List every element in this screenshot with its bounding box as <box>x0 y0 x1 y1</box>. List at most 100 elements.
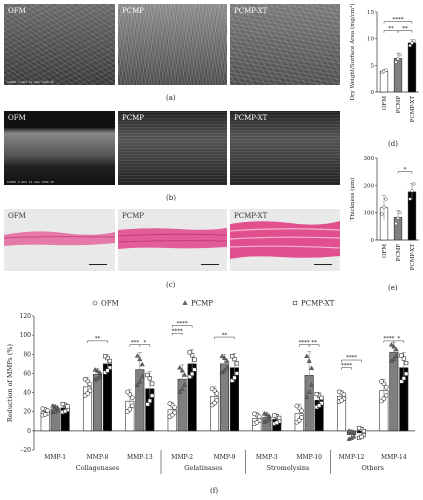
significance-bracket <box>171 332 183 336</box>
data-point <box>94 375 101 381</box>
data-point <box>266 416 272 422</box>
legend-marker <box>92 300 98 306</box>
data-point <box>179 386 185 392</box>
bar <box>92 374 103 432</box>
data-point <box>410 41 414 45</box>
group-label: Collagenases <box>76 464 120 472</box>
sem-footer: S3000 5.0kV 12.2mm x500 SE <box>7 80 54 84</box>
x-tick-label: OFM <box>382 96 388 110</box>
data-point <box>277 415 282 421</box>
group-label: Stromelysins <box>267 464 310 472</box>
data-point <box>187 350 192 355</box>
data-point <box>294 403 300 409</box>
data-point <box>45 408 50 413</box>
data-point <box>272 413 277 418</box>
data-point <box>232 356 237 362</box>
scale-bar <box>89 263 107 265</box>
data-point <box>261 410 267 416</box>
data-point <box>65 404 70 409</box>
data-point <box>383 392 389 398</box>
data-point <box>383 384 389 390</box>
data-point <box>85 391 90 396</box>
data-point <box>396 57 400 61</box>
sem-cross-section-pcmp-xt: PCMP-XT <box>230 111 340 185</box>
image-label: PCMP-XT <box>234 212 268 220</box>
significance-label: **** <box>177 321 188 327</box>
significance-bracket <box>171 325 193 328</box>
data-point <box>408 43 412 48</box>
y-tick-label: 120 <box>20 313 32 320</box>
significance-bracket <box>308 344 320 347</box>
data-point <box>401 356 406 361</box>
y-tick-label: 100 <box>364 211 375 217</box>
y-axis-label: Thickness (μm) <box>349 178 356 221</box>
y-tick-label: 20 <box>23 409 31 416</box>
data-point <box>229 378 235 383</box>
image-label: OFM <box>8 7 26 15</box>
y-tick-label: 60 <box>23 370 31 377</box>
data-point <box>266 413 272 418</box>
data-point <box>391 356 397 361</box>
x-tick-label: OFM <box>382 244 388 258</box>
data-point <box>219 353 225 358</box>
data-point <box>52 408 58 414</box>
significance-label: **** <box>383 336 394 342</box>
data-point <box>147 376 152 381</box>
significance-bracket <box>341 367 352 370</box>
data-point <box>107 365 112 370</box>
data-point <box>105 368 110 373</box>
x-tick-label: MMP-12 <box>339 454 365 461</box>
image-label: OFM <box>8 212 26 220</box>
data-point <box>319 401 324 406</box>
data-point <box>319 395 324 401</box>
data-point <box>396 216 400 220</box>
data-point <box>304 394 310 399</box>
panel-caption: (d) <box>388 140 398 148</box>
data-point <box>384 68 388 72</box>
data-point <box>177 389 183 394</box>
data-point <box>346 428 352 433</box>
significance-label: **** <box>346 355 357 361</box>
x-tick-label: MMP-13 <box>127 454 153 461</box>
data-point <box>384 197 388 201</box>
x-tick-label: MMP-14 <box>381 454 407 461</box>
group-label: Others <box>361 464 383 472</box>
data-point <box>190 371 195 377</box>
data-point <box>274 420 279 425</box>
significance-label: ** <box>388 26 394 32</box>
histology-ofm: OFM <box>4 209 115 271</box>
data-point <box>134 353 140 358</box>
significance-label: ** <box>95 336 101 342</box>
y-tick-label: –20 <box>20 447 31 454</box>
image-label: PCMP-XT <box>234 114 268 122</box>
data-point <box>356 426 362 431</box>
significance-label: * <box>397 336 400 342</box>
data-point <box>264 418 270 423</box>
data-point <box>393 346 399 352</box>
sem-surface-pcmp: PCMP <box>118 4 227 85</box>
panel-caption: (e) <box>388 284 398 292</box>
histology-pcmp-xt: PCMP-XT <box>230 209 340 271</box>
panel-caption: (b) <box>166 194 176 202</box>
significance-label: ** <box>402 26 408 32</box>
image-label: PCMP <box>122 7 144 15</box>
data-point <box>254 420 260 425</box>
data-point <box>381 396 387 401</box>
y-tick-label: 15 <box>367 10 374 16</box>
scale-bar <box>314 263 332 265</box>
data-point <box>412 182 416 186</box>
significance-bracket <box>397 30 413 33</box>
data-point <box>212 400 217 406</box>
data-point <box>50 403 56 408</box>
data-point <box>380 212 384 216</box>
y-tick-label: 200 <box>364 183 375 189</box>
data-point <box>221 367 228 373</box>
data-point <box>172 405 177 410</box>
sem-cross-section-pcmp: PCMP <box>118 111 227 185</box>
data-point <box>87 381 93 387</box>
data-point <box>145 372 150 378</box>
data-point <box>147 398 152 403</box>
data-point <box>177 364 183 370</box>
data-point <box>63 409 68 414</box>
data-point <box>232 375 237 380</box>
